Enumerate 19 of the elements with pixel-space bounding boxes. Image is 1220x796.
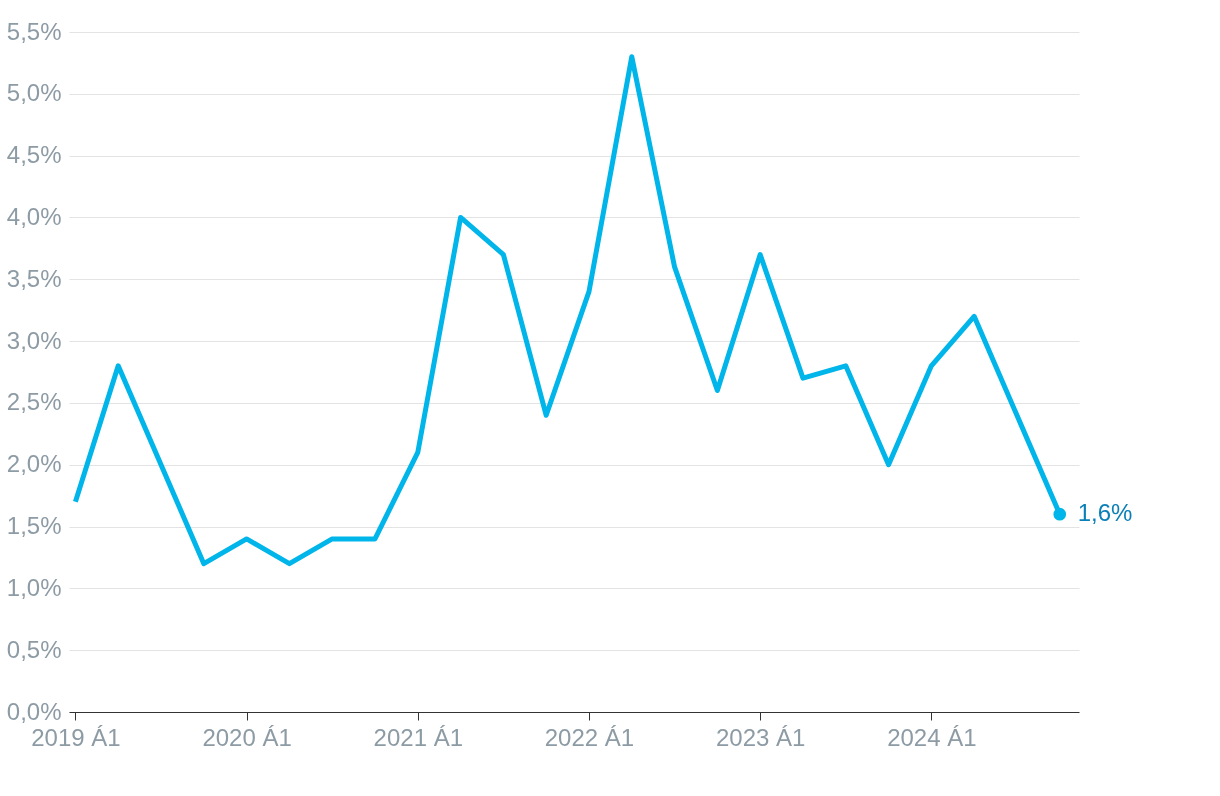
data-label: 1,6% (1077, 499, 1133, 527)
y-tick-label: 5,5% (6, 17, 62, 45)
x-tick-label: 2023 Á1 (715, 723, 806, 751)
y-tick-label: 2,5% (6, 388, 62, 416)
y-tick-label: 3,0% (6, 326, 62, 354)
y-tick-label: 4,0% (6, 202, 62, 230)
y-tick-label: 2,0% (6, 450, 62, 478)
x-tick-label: 2022 Á1 (544, 723, 635, 751)
y-tick-label: 3,5% (6, 264, 62, 292)
x-tick-label: 2021 Á1 (373, 723, 463, 751)
x-tick-label: 2019 Á1 (31, 723, 121, 751)
y-tick-label: 0,0% (6, 697, 62, 725)
y-tick-label: 5,0% (6, 79, 62, 107)
y-tick-label: 1,5% (6, 512, 62, 540)
y-tick-label: 0,5% (6, 635, 62, 663)
y-tick-label: 1,0% (6, 573, 62, 601)
x-tick-label: 2020 Á1 (202, 723, 292, 751)
y-tick-label: 4,5% (6, 141, 62, 169)
x-tick-label: 2024 Á1 (887, 723, 977, 751)
